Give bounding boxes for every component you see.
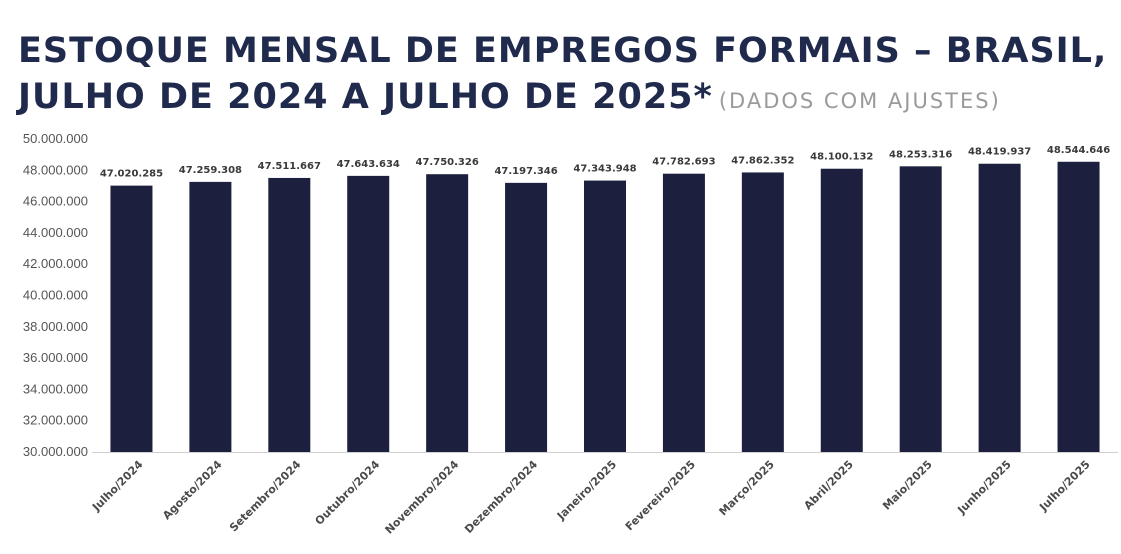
y-tick-label: 44.000.000 bbox=[23, 225, 88, 240]
y-tick-label: 46.000.000 bbox=[23, 194, 88, 209]
bar bbox=[189, 181, 232, 452]
bar bbox=[820, 168, 863, 452]
bar bbox=[505, 182, 548, 452]
y-tick-label: 30.000.000 bbox=[23, 444, 88, 459]
x-tick-label: Novembro/2024 bbox=[383, 458, 462, 537]
x-tick-label: Abril/2025 bbox=[801, 458, 855, 512]
chart-title: ESTOQUE MENSAL DE EMPREGOS FORMAIS – BRA… bbox=[18, 28, 1108, 124]
y-tick-label: 50.000.000 bbox=[23, 131, 88, 146]
bar bbox=[268, 177, 311, 452]
x-tick-label: Setembro/2024 bbox=[227, 458, 304, 535]
data-label: 47.020.285 bbox=[100, 169, 163, 180]
data-label: 48.253.316 bbox=[889, 149, 952, 160]
bar bbox=[426, 174, 469, 452]
data-label: 48.544.646 bbox=[1047, 145, 1110, 156]
bar bbox=[899, 166, 942, 452]
x-tick-label: Junho/2025 bbox=[954, 458, 1013, 517]
x-tick-label: Julho/2025 bbox=[1036, 458, 1092, 514]
y-tick-label: 40.000.000 bbox=[23, 288, 88, 303]
x-tick-label: Dezembro/2024 bbox=[462, 458, 540, 536]
bar bbox=[662, 173, 705, 452]
data-label: 48.100.132 bbox=[810, 152, 873, 163]
data-label: 47.259.308 bbox=[179, 165, 242, 176]
bar bbox=[741, 172, 784, 452]
y-tick-label: 42.000.000 bbox=[23, 256, 88, 271]
x-tick-label: Agosto/2024 bbox=[160, 458, 225, 523]
x-axis: Julho/2024 Agosto/2024 Setembro/2024 Outubr… bbox=[89, 452, 1118, 537]
x-tick-label: Maio/2025 bbox=[880, 458, 935, 513]
bar bbox=[110, 185, 153, 452]
chart-subtitle: (DADOS COM AJUSTES) bbox=[718, 89, 1001, 113]
x-tick-label: Julho/2024 bbox=[89, 458, 146, 515]
y-tick-label: 32.000.000 bbox=[23, 413, 88, 428]
data-label: 47.782.693 bbox=[652, 157, 715, 168]
data-label: 48.419.937 bbox=[968, 147, 1031, 158]
y-tick-label: 38.000.000 bbox=[23, 319, 88, 334]
data-labels-group: 47.020.285 47.259.308 47.511.667 47.643.634… bbox=[100, 145, 1110, 180]
x-tick-label: Março/2025 bbox=[716, 458, 776, 518]
y-axis: 30.000.000 32.000.000 34.000.000 36.000.000… bbox=[23, 131, 88, 459]
bar bbox=[584, 180, 626, 453]
x-tick-label: Fevereiro/2025 bbox=[623, 458, 698, 533]
bar bbox=[347, 175, 390, 452]
data-label: 47.197.346 bbox=[494, 166, 557, 177]
x-tick-label: Janeiro/2025 bbox=[554, 458, 619, 523]
data-label: 47.511.667 bbox=[258, 161, 321, 172]
title-text: ESTOQUE MENSAL DE EMPREGOS FORMAIS – BRA… bbox=[18, 31, 1108, 117]
x-tick-label: Outubro/2024 bbox=[313, 458, 383, 528]
y-tick-label: 36.000.000 bbox=[23, 350, 88, 365]
bar bbox=[1057, 161, 1100, 452]
y-tick-label: 34.000.000 bbox=[23, 381, 88, 396]
data-label: 47.343.948 bbox=[573, 164, 636, 175]
data-label: 47.862.352 bbox=[731, 155, 794, 166]
data-label: 47.750.326 bbox=[416, 157, 479, 168]
bar bbox=[978, 163, 1021, 453]
y-tick-label: 48.000.000 bbox=[23, 162, 88, 177]
data-label: 47.643.634 bbox=[337, 159, 400, 170]
bars-group bbox=[110, 161, 1100, 453]
